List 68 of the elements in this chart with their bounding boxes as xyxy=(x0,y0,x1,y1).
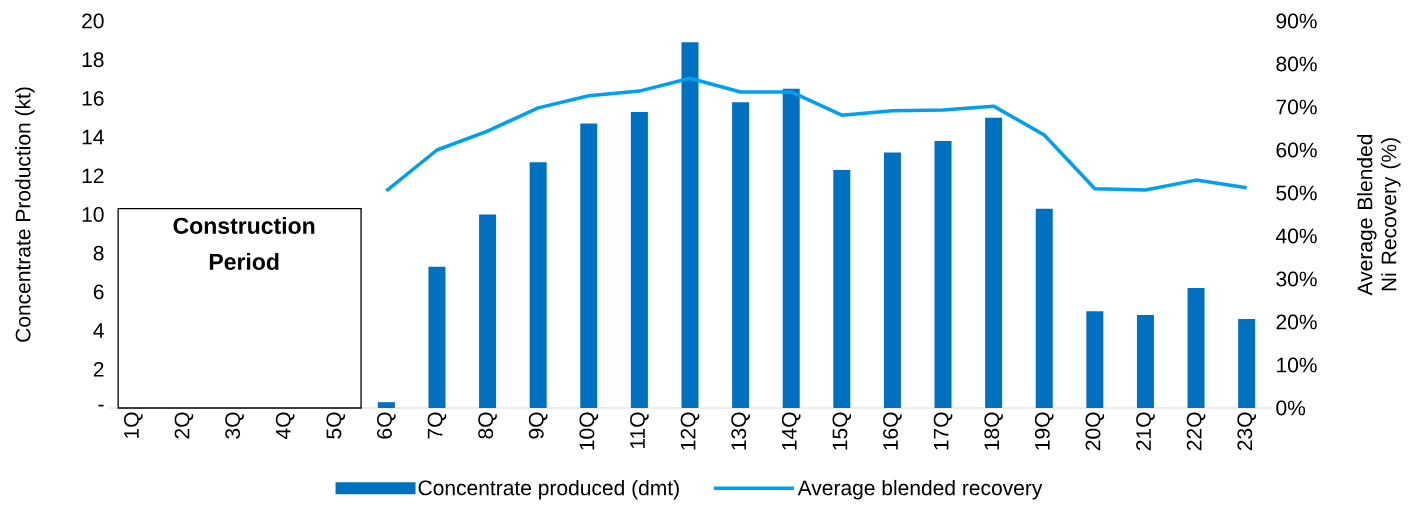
bar xyxy=(1187,288,1205,408)
x-tick-label: 6Q xyxy=(377,412,396,439)
x-tick-label: 19Q xyxy=(1034,412,1054,450)
x-tick-label: 16Q xyxy=(883,412,902,450)
y-tick-label: 16 xyxy=(82,90,104,106)
x-tick-label: 21Q xyxy=(1136,412,1155,451)
bar xyxy=(985,117,1003,408)
x-tick-label: 5Q xyxy=(326,412,346,439)
x-tick-label: 2Q xyxy=(174,412,194,439)
y-tick-label: 2 xyxy=(93,361,104,377)
bar xyxy=(479,214,497,408)
y-tick-label: - xyxy=(98,404,104,407)
x-tick-label: 11Q xyxy=(630,412,649,449)
y2-axis-title: Average Blended Ni Recovery (%) xyxy=(1356,134,1401,296)
legend-label: Concentrate produced (dmt) xyxy=(418,479,679,500)
y2-tick-label: 90% xyxy=(1276,13,1317,29)
y2-tick-label: 80% xyxy=(1276,56,1317,72)
x-tick-label: 7Q xyxy=(427,412,447,439)
x-tick-label: 22Q xyxy=(1186,412,1206,451)
y2-tick-label: 0% xyxy=(1276,400,1306,416)
bar xyxy=(681,42,699,408)
bar xyxy=(377,402,395,408)
bar xyxy=(1136,315,1154,408)
y-axis-title: Concentrate Production (kt) xyxy=(15,87,35,342)
x-tick-label: 10Q xyxy=(579,412,599,450)
x-tick-label: 8Q xyxy=(478,412,497,439)
x-tick-label: 14Q xyxy=(781,412,801,450)
bar xyxy=(428,266,446,408)
y-tick-label: 14 xyxy=(82,129,104,145)
y2-tick-label: 60% xyxy=(1276,142,1317,158)
x-tick-label: 1Q xyxy=(124,412,143,438)
y-tick-label: 8 xyxy=(93,245,104,261)
y-tick-label: 12 xyxy=(82,168,104,184)
x-tick-label: 17Q xyxy=(933,412,953,450)
legend-label: Average blended recovery xyxy=(797,479,1043,500)
annotation: Construction Period xyxy=(173,217,315,270)
y-tick-label: 18 xyxy=(82,52,104,68)
y2-tick-label: 30% xyxy=(1276,271,1317,287)
x-tick-label: 15Q xyxy=(832,412,852,450)
bar xyxy=(833,169,851,408)
y-tick-label: 10 xyxy=(82,207,104,222)
bar xyxy=(782,88,800,408)
x-tick-label: 13Q xyxy=(731,412,750,450)
y2-tick-label: 50% xyxy=(1276,185,1317,201)
bar xyxy=(1035,208,1053,408)
bar xyxy=(630,111,648,408)
x-tick-label: 4Q xyxy=(275,412,295,440)
bar xyxy=(1238,318,1256,408)
y2-tick-label: 20% xyxy=(1276,314,1317,330)
bar xyxy=(934,140,952,408)
y2-tick-label: 10% xyxy=(1277,357,1317,373)
y2-tick-label: 40% xyxy=(1275,228,1317,244)
y2-tick-label: 70% xyxy=(1276,99,1317,115)
x-tick-label: 12Q xyxy=(680,412,700,450)
bar xyxy=(1086,311,1104,408)
x-tick-label: 9Q xyxy=(528,412,548,439)
bar xyxy=(883,152,901,408)
x-tick-label: 20Q xyxy=(1085,412,1105,451)
y-tick-label: 6 xyxy=(93,284,104,300)
x-tick-label: 18Q xyxy=(984,412,1003,450)
y-tick-label: 20 xyxy=(82,13,104,29)
line-series xyxy=(384,76,1249,193)
y-tick-label: 4 xyxy=(93,323,104,338)
x-tick-label: 23Q xyxy=(1237,412,1256,451)
bar xyxy=(580,123,598,408)
bar xyxy=(732,102,750,408)
x-tick-label: 3Q xyxy=(225,412,244,439)
bar xyxy=(529,162,547,408)
